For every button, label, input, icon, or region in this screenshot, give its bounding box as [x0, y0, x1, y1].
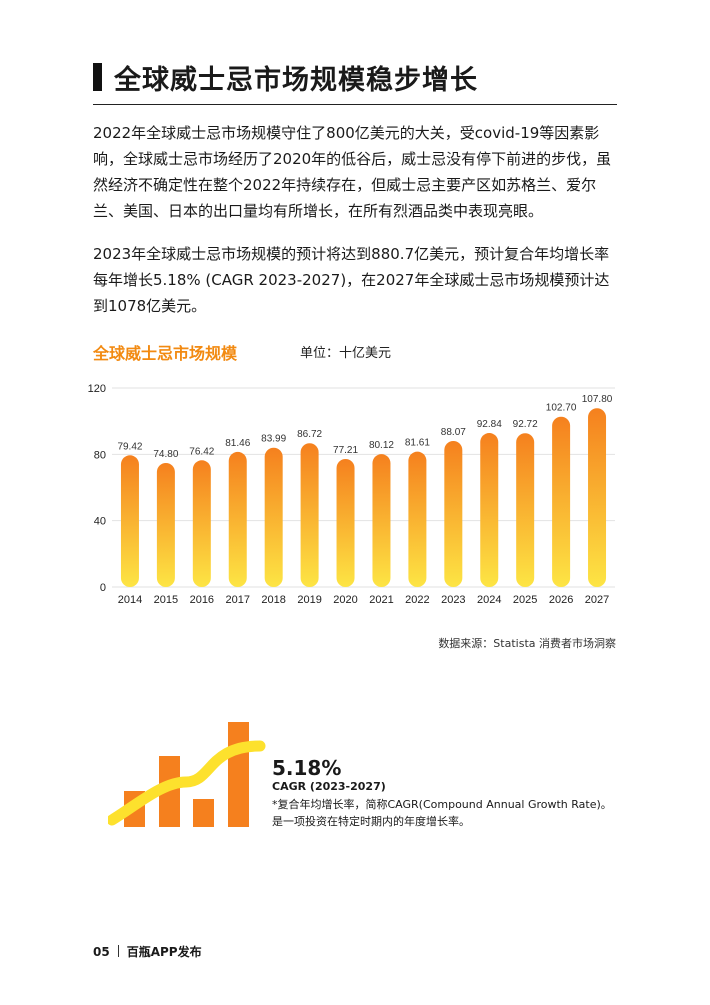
- illustration-bar: [193, 799, 214, 827]
- bar: [480, 433, 499, 587]
- title-divider: [93, 104, 617, 105]
- cagr-note-line: *复合年均增长率，简称CAGR(Compound Annual Growth R…: [272, 798, 612, 811]
- x-tick-label: 2016: [190, 594, 214, 606]
- x-tick-label: 2015: [154, 594, 178, 606]
- cagr-value: 5.18%: [272, 756, 342, 780]
- x-tick-label: 2026: [549, 594, 573, 606]
- y-tick-label: 80: [94, 449, 106, 461]
- intro-paragraph: 2022年全球威士忌市场规模守住了800亿美元的大关，受covid-19等因素影…: [93, 124, 612, 220]
- x-tick-label: 2019: [297, 594, 321, 606]
- x-tick-label: 2022: [405, 594, 429, 606]
- chart-bars: [120, 408, 607, 587]
- illustration-bar: [159, 756, 180, 827]
- bar: [336, 458, 355, 587]
- chart-y-axis: 0 40 80 120: [88, 383, 106, 594]
- growth-chart-illustration: [108, 722, 266, 827]
- cagr-note: *复合年均增长率，简称CAGR(Compound Annual Growth R…: [272, 796, 632, 830]
- x-tick-label: 2018: [261, 594, 285, 606]
- bar-value-label: 92.84: [477, 419, 502, 430]
- chart-title: 全球威士忌市场规模: [93, 344, 238, 363]
- bar: [588, 408, 607, 587]
- chart-gridlines: [112, 387, 615, 588]
- x-tick-label: 2023: [441, 594, 465, 606]
- bar-value-label: 102.70: [546, 403, 577, 414]
- bar: [192, 460, 211, 587]
- forecast-paragraph: 2023年全球威士忌市场规模的预计将达到880.7亿美元，预计复合年均增长率每年…: [93, 245, 610, 315]
- x-tick-label: 2017: [226, 594, 250, 606]
- x-tick-label: 2024: [477, 594, 501, 606]
- bar: [300, 443, 319, 587]
- bar-value-label: 77.21: [333, 445, 358, 456]
- cagr-label: CAGR (2023-2027): [272, 780, 386, 793]
- bar-value-label: 74.80: [153, 449, 178, 460]
- bar: [444, 440, 463, 587]
- x-tick-label: 2025: [513, 594, 537, 606]
- x-tick-label: 2020: [333, 594, 357, 606]
- bar-value-label: 92.72: [513, 419, 538, 430]
- chart-x-axis: 2014 2015 2016 2017 2018 2019 2020 2021 2022 2023…: [118, 594, 610, 606]
- x-tick-label: 2027: [585, 594, 609, 606]
- data-source: 数据来源：Statista 消费者市场洞察: [438, 637, 616, 650]
- publisher-label: 百瓶APP发布: [126, 945, 202, 959]
- bar-value-label: 81.61: [405, 438, 430, 449]
- illustration-wave: [108, 740, 266, 826]
- y-tick-label: 40: [94, 516, 106, 528]
- page-number: 05: [93, 945, 110, 959]
- bar-value-label: 88.07: [441, 427, 466, 438]
- bar: [408, 451, 427, 587]
- bar-value-label: 80.12: [369, 440, 394, 451]
- chart-value-labels: 79.42 74.80 76.42 81.46 83.99 86.72 77.21 80.12…: [117, 394, 612, 460]
- illustration-bar: [228, 722, 249, 827]
- bar: [516, 433, 535, 587]
- x-tick-label: 2014: [118, 594, 142, 606]
- y-tick-label: 0: [100, 582, 106, 594]
- bar: [156, 462, 175, 587]
- bar-value-label: 107.80: [582, 394, 613, 405]
- bar-value-label: 81.46: [225, 438, 250, 449]
- bar: [120, 455, 139, 587]
- cagr-note-line: 是一项投资在特定时期内的年度增长率。: [272, 815, 470, 828]
- bar: [552, 416, 571, 587]
- page-title: 全球威士忌市场规模稳步增长: [114, 65, 478, 96]
- page-footer: 05 百瓶APP发布: [93, 943, 202, 960]
- bar-value-label: 86.72: [297, 429, 322, 440]
- footer-separator: [117, 945, 119, 957]
- x-tick-label: 2021: [369, 594, 393, 606]
- bar-value-label: 83.99: [261, 434, 286, 445]
- bar-value-label: 79.42: [117, 441, 142, 452]
- bar: [228, 451, 247, 587]
- bar-value-label: 76.42: [189, 446, 214, 457]
- bar: [264, 447, 283, 587]
- chart-unit: 单位：十亿美元: [300, 346, 392, 361]
- y-tick-label: 120: [88, 383, 106, 395]
- title-accent-bar: [93, 63, 102, 91]
- bar: [372, 454, 391, 587]
